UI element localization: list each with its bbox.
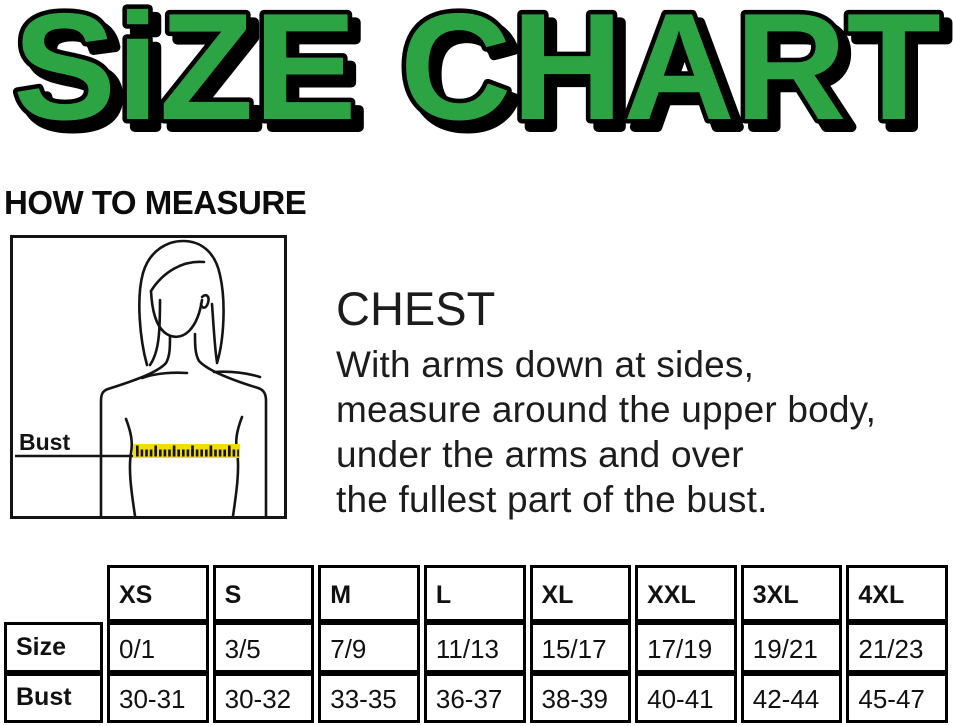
instruction-line: under the arms and over: [336, 434, 744, 476]
neck-shoulder-left: [99, 334, 172, 516]
hair-strand-left: [148, 298, 162, 367]
clavicle-dash-left: [140, 371, 189, 380]
hair-fringe-line: [149, 260, 206, 293]
neck-shoulder-right: [193, 332, 268, 516]
ear-shape: [199, 293, 210, 309]
size-value-cell: 7/9: [318, 622, 420, 673]
size-value-cell: 0/1: [107, 622, 209, 673]
col-header-4xl: 4XL: [846, 565, 948, 622]
face-outline: [149, 289, 204, 339]
woman-torso-figure: Bust: [15, 239, 268, 516]
col-header-s: S: [212, 565, 315, 622]
bust-value-cell: 38-39: [529, 673, 632, 723]
bust-value-cell: 33-35: [318, 673, 420, 723]
hair-strand-right: [210, 302, 219, 364]
size-table-header-row: XS S M L XL XXL 3XL 4XL: [4, 565, 948, 622]
size-value-cell: 11/13: [423, 622, 526, 673]
size-chart-title: SiZE CHART SiZE CHART: [9, 0, 953, 152]
bust-value-cell: 42-44: [740, 673, 843, 723]
hair-outline: [138, 239, 225, 367]
row-label-size: Size: [4, 622, 103, 673]
bust-label: Bust: [19, 429, 70, 455]
col-header-m: M: [318, 565, 420, 622]
table-corner-cell: [4, 565, 103, 622]
how-to-measure-heading: HOW TO MEASURE: [4, 184, 307, 221]
title-text: SiZE CHART: [13, 0, 941, 152]
table-row-bust: Bust 30-31 30-32 33-35 36-37 38-39 40-41…: [4, 673, 948, 723]
instruction-line: the fullest part of the bust.: [336, 479, 768, 521]
chest-heading: CHEST: [336, 282, 496, 335]
clavicle-dash-right: [212, 370, 262, 379]
title-shadow-text: SiZE CHART: [21, 0, 949, 152]
size-value-cell: 15/17: [529, 622, 632, 673]
col-header-l: L: [423, 565, 526, 622]
bust-value-cell: 45-47: [846, 673, 948, 723]
size-value-cell: 17/19: [635, 622, 737, 673]
measure-figure-box: Bust: [10, 235, 287, 519]
col-header-xs: XS: [107, 565, 209, 622]
torso-side-left: [124, 417, 137, 516]
bust-value-cell: 30-32: [212, 673, 315, 723]
col-header-xxl: XXL: [635, 565, 737, 622]
bust-value-cell: 30-31: [107, 673, 209, 723]
instruction-line: With arms down at sides,: [336, 344, 755, 386]
size-value-cell: 19/21: [740, 622, 843, 673]
col-header-3xl: 3XL: [740, 565, 843, 622]
chest-instructions: CHEST With arms down at sides, measure a…: [336, 284, 951, 522]
size-value-cell: 3/5: [212, 622, 315, 673]
row-label-bust: Bust: [4, 673, 103, 723]
bust-value-cell: 40-41: [635, 673, 737, 723]
instruction-line: measure around the upper body,: [336, 389, 877, 431]
col-header-xl: XL: [529, 565, 632, 622]
torso-side-right: [231, 415, 244, 516]
size-table: XS S M L XL XXL 3XL 4XL Size 0/1 3/5 7/9…: [0, 565, 952, 723]
bust-value-cell: 36-37: [423, 673, 526, 723]
table-row-size: Size 0/1 3/5 7/9 11/13 15/17 17/19 19/21…: [4, 622, 948, 673]
size-value-cell: 21/23: [846, 622, 948, 673]
